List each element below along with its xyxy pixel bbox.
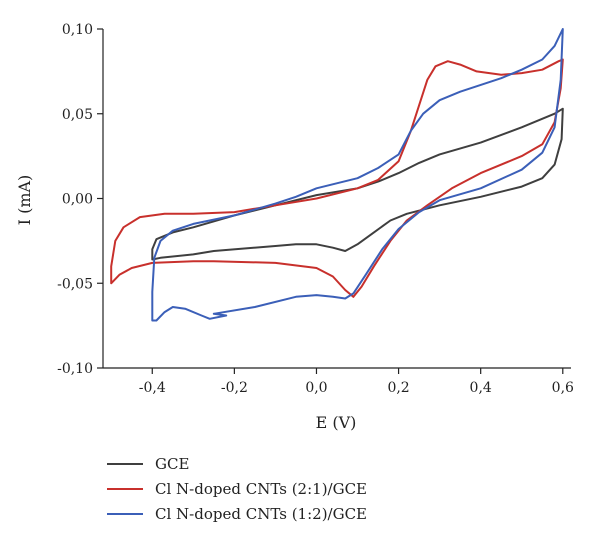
x-tick-label: 0,2 — [387, 380, 409, 396]
y-axis-title: I (mA) — [15, 175, 34, 226]
chart-axes: -0,4 -0,2 0,0 0,2 0,4 0,6 -0,10 -0,05 0,00 0,05 0,… — [57, 22, 574, 396]
y-tick-label: -0,10 — [57, 361, 93, 377]
series-line-cnt-1-2 — [151, 28, 564, 322]
y-tick-label: 0,10 — [62, 22, 93, 38]
legend-label-gce: GCE — [155, 454, 190, 473]
legend-label-cnt-1-2: Cl N-doped CNTs (1:2)/GCE — [155, 504, 368, 523]
x-tick-label: -0,2 — [221, 380, 248, 396]
x-axis-title: E (V) — [316, 413, 357, 432]
chart-legend: GCE Cl N-doped CNTs (2:1)/GCE Cl N-doped… — [107, 451, 367, 526]
legend-item-cnt-1-2: Cl N-doped CNTs (1:2)/GCE — [107, 501, 367, 526]
legend-swatch-cnt-2-1 — [107, 487, 143, 490]
series-line-gce — [151, 107, 564, 261]
cyclic-voltammetry-chart: -0,4 -0,2 0,0 0,2 0,4 0,6 -0,10 -0,05 0,00 0,05 0,… — [15, 22, 574, 432]
y-tick-label: -0,05 — [57, 276, 93, 292]
legend-swatch-gce — [107, 462, 143, 465]
legend-item-gce: GCE — [107, 451, 367, 476]
x-tick-label: 0,0 — [305, 380, 327, 396]
x-tick-label: 0,4 — [470, 380, 492, 396]
x-tick-label: 0,6 — [552, 380, 574, 396]
legend-swatch-cnt-1-2 — [107, 512, 143, 515]
series-line-cnt-2-1 — [110, 58, 564, 298]
chart-series-group — [110, 28, 564, 322]
legend-item-cnt-2-1: Cl N-doped CNTs (2:1)/GCE — [107, 476, 367, 501]
y-tick-label: 0,05 — [62, 107, 93, 123]
y-tick-label: 0,00 — [62, 192, 93, 208]
x-tick-label: -0,4 — [139, 380, 166, 396]
legend-label-cnt-2-1: Cl N-doped CNTs (2:1)/GCE — [155, 479, 368, 498]
